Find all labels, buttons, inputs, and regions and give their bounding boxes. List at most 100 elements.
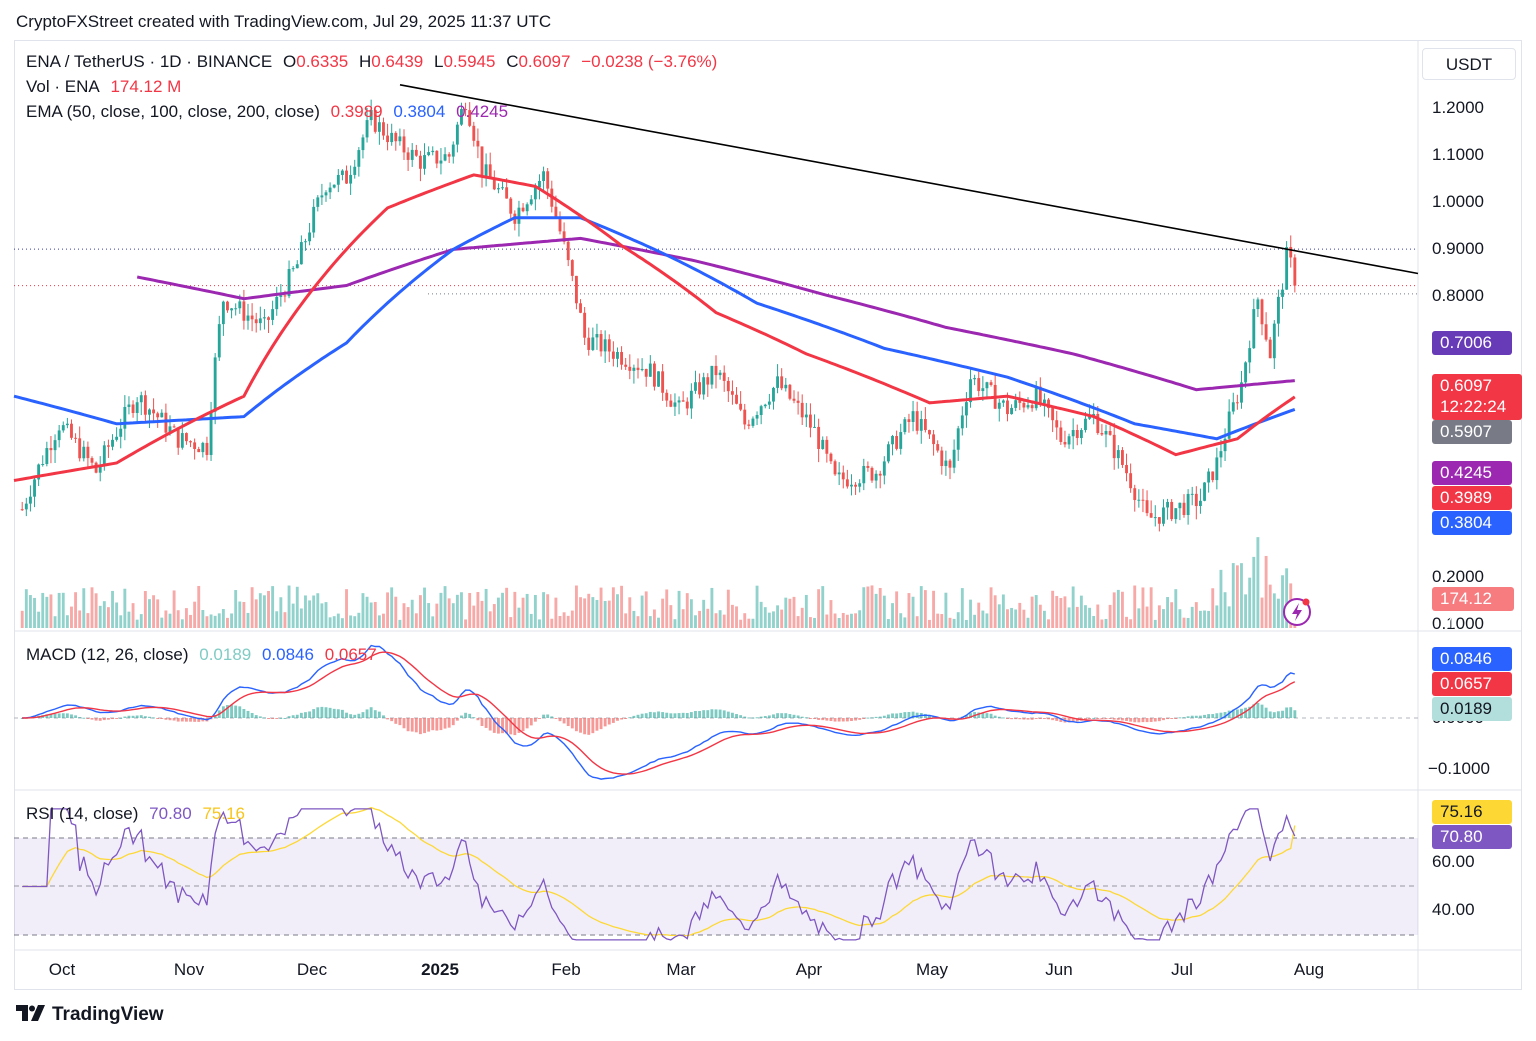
candle-body [111,439,114,447]
candle-body [1194,493,1198,507]
macd-label[interactable]: MACD (12, 26, close) [26,645,189,664]
macd-histogram-bar [755,717,759,719]
volume-bar [299,608,303,628]
macd-histogram-bar [455,718,459,721]
volume-label[interactable]: Vol · ENA [26,77,100,96]
macd-histogram-bar [1141,718,1145,723]
candle-body [373,109,377,132]
volume-bar [632,610,636,628]
macd-histogram-bar [533,718,537,722]
macd-histogram-bar [624,718,628,719]
volume-bar [821,586,825,628]
volume-bar [960,588,964,628]
volume-bar [1010,607,1014,628]
volume-bar [1075,606,1079,628]
volume-bar [365,596,369,628]
macd-histogram-bar [1190,715,1194,718]
volume-bar [1141,587,1145,628]
volume-bar [308,600,312,628]
candle-body [784,384,788,389]
ema200-value: 0.4245 [456,102,509,121]
volume-bar [640,595,644,628]
volume-bar [402,603,406,628]
candle-body [866,465,870,468]
volume-bar [743,613,747,628]
candle-body [1067,436,1071,445]
macd-histogram-bar [886,714,890,718]
symbol-label[interactable]: ENA / TetherUS · 1D · BINANCE [26,52,273,71]
candle-body [1133,488,1137,501]
volume-bar [903,617,907,628]
volume-bar [49,594,53,628]
macd-histogram-bar [262,717,266,719]
macd-histogram-bar [829,718,833,722]
trendline[interactable] [399,84,1419,275]
macd-histogram-bar [94,718,98,721]
macd-histogram-bar [870,717,874,719]
volume-bar [357,612,361,628]
macd-histogram-bar [644,713,648,718]
volume-bar [829,600,833,628]
candle-body [1268,339,1272,359]
volume-bar [554,597,558,628]
macd-histogram-bar [985,713,989,718]
volume-bar [956,612,960,628]
candle-body [1022,402,1026,408]
candle-body [148,409,151,415]
volume-bar [127,611,131,628]
volume-bar [115,602,119,628]
candle-body [324,192,328,196]
volume-bar [254,599,258,628]
candle-body [308,232,312,242]
volume-bar [1157,605,1161,628]
macd-histogram-bar [1186,716,1190,718]
candle-body [492,178,496,190]
macd-histogram-bar [1088,718,1092,719]
candle-body [115,436,119,440]
macd-histogram-bar [131,715,135,718]
macd-histogram-bar [1182,717,1186,719]
candle-body [184,433,188,442]
volume-bar [989,587,993,628]
candle-body [410,149,414,160]
candle-body [854,484,858,487]
macd-histogram-bar [550,716,554,718]
ema-label[interactable]: EMA (50, close, 100, close, 200, close) [26,102,320,121]
candle-body [546,171,550,189]
macd-histogram-bar [899,712,903,718]
candle-body [969,379,972,403]
lightning-icon[interactable] [1283,598,1311,626]
volume-bar [858,610,862,628]
currency-selector[interactable]: USDT [1422,48,1516,80]
candle-body [1145,500,1149,514]
macd-histogram-bar [1104,718,1108,719]
volume-bar [57,592,61,628]
volume-bar [119,615,123,628]
macd-histogram-bar [369,707,373,718]
candle-body [899,432,903,449]
volume-bar [895,591,899,628]
macd-histogram-bar [997,716,1001,718]
volume-bar [70,606,73,628]
macd-histogram-bar [616,718,619,721]
macd-histogram-bar [332,708,336,718]
macd-histogram-bar [665,712,669,718]
candle-body [123,406,127,429]
volume-bar [730,604,734,628]
candle-body [217,324,221,358]
volume-bar [143,591,147,628]
candle-body [423,155,426,169]
macd-histogram-bar [911,711,915,718]
volume-bar [1014,609,1018,628]
volume-bar [275,611,279,628]
volume-bar [1047,619,1050,628]
ema100-value: 0.3804 [393,102,446,121]
tradingview-logo[interactable]: TradingView [16,1004,164,1026]
candle-body [119,428,123,437]
candle-body [488,164,492,179]
macd-histogram-bar [759,716,763,718]
volume-bar [964,619,968,628]
volume-bar [591,597,595,628]
rsi-label[interactable]: RSI (14, close) [26,804,139,823]
